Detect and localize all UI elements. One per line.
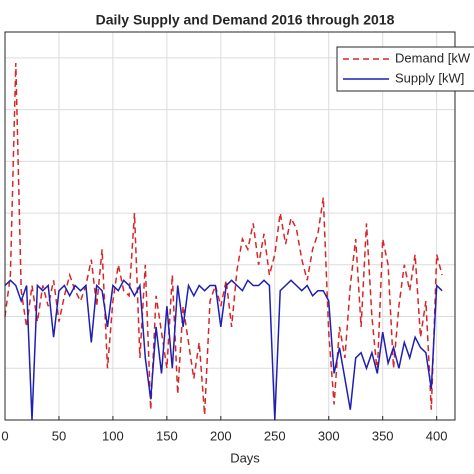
x-tick-label: 200 bbox=[210, 428, 232, 443]
x-tick-label: 50 bbox=[52, 428, 66, 443]
x-tick-label: 0 bbox=[1, 428, 8, 443]
plot-frame bbox=[4, 31, 456, 421]
series-line bbox=[4, 62, 443, 415]
x-tick-label: 350 bbox=[372, 428, 394, 443]
x-tick-label: 100 bbox=[102, 428, 124, 443]
legend-label: Supply [kW] bbox=[395, 70, 464, 85]
legend-box bbox=[336, 46, 474, 92]
x-tick-label: 150 bbox=[156, 428, 178, 443]
x-tick-label: 400 bbox=[426, 428, 448, 443]
legend-label: Demand [kW bbox=[395, 50, 471, 65]
chart-title: Daily Supply and Demand 2016 through 201… bbox=[96, 12, 395, 28]
series-line bbox=[4, 279, 443, 421]
x-tick-label: 300 bbox=[318, 428, 340, 443]
x-tick-label: 250 bbox=[264, 428, 286, 443]
x-axis-label: Days bbox=[230, 450, 260, 465]
